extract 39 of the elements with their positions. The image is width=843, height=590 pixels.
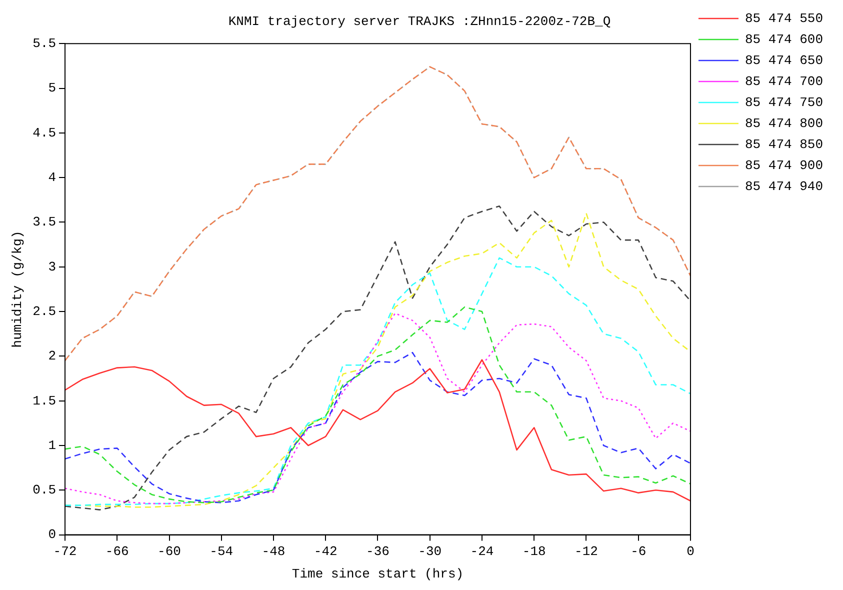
x-tick-label: -60	[158, 544, 181, 560]
y-tick-label: 4.5	[32, 125, 56, 140]
legend-label: 85 474 940	[744, 178, 824, 194]
line-series	[65, 257, 690, 506]
x-tick-label: -36	[366, 544, 390, 560]
x-tick-label: -6	[630, 544, 646, 560]
line-series	[65, 66, 690, 362]
x-tick-label: -72	[53, 544, 77, 560]
x-tick-label: -30	[418, 544, 442, 560]
y-tick-label: 1	[48, 438, 56, 453]
y-tick-label: 4	[48, 170, 56, 185]
y-tick-label: 5.5	[32, 36, 56, 52]
legend-label: 85 474 600	[744, 32, 824, 47]
x-tick-label: -66	[105, 544, 129, 560]
x-tick-label: -54	[210, 544, 234, 560]
legend-label: 85 474 700	[744, 74, 824, 89]
y-tick-label: 2	[48, 348, 56, 364]
y-tick-label: 3.5	[32, 214, 56, 230]
legend-label: 85 474 900	[744, 158, 824, 173]
y-tick-label: 5	[48, 80, 56, 96]
y-axis-title: humidity (g/kg)	[10, 230, 26, 348]
legend-label: 85 474 550	[744, 10, 824, 26]
legend-label: 85 474 850	[744, 136, 824, 152]
x-tick-label: -48	[262, 544, 286, 560]
y-tick-label: 0.5	[32, 482, 56, 498]
x-tick-label: -18	[522, 544, 546, 560]
legend-label: 85 474 650	[744, 52, 824, 68]
y-tick-label: 2.5	[32, 304, 56, 319]
chart-title: KNMI trajectory server TRAJKS :ZHnn15-2200z-72B_Q	[228, 14, 611, 30]
x-tick-label: -42	[314, 544, 338, 560]
y-tick-label: 3	[48, 259, 56, 274]
x-axis-title: Time since start (hrs)	[292, 566, 464, 582]
y-tick-label: 0	[48, 527, 56, 542]
x-tick-label: 0	[686, 544, 694, 560]
legend-label: 85 474 800	[744, 116, 824, 131]
legend-label: 85 474 750	[744, 94, 824, 110]
x-tick-label: -24	[470, 544, 494, 560]
x-tick-label: -12	[574, 544, 598, 560]
y-tick-label: 1.5	[32, 393, 56, 408]
